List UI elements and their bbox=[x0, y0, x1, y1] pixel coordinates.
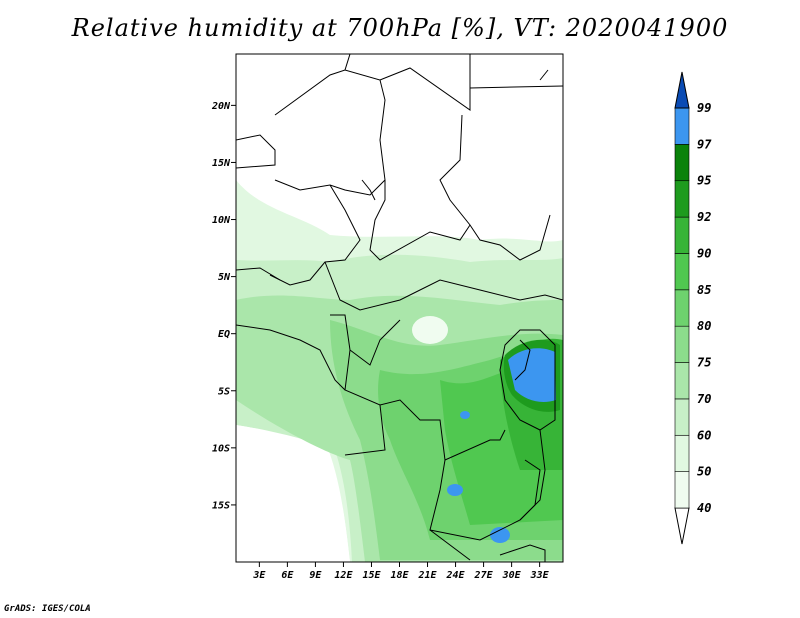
colorbar-label: 70 bbox=[697, 392, 711, 406]
colorbar-label: 95 bbox=[697, 174, 711, 188]
country-borders bbox=[236, 54, 563, 562]
lon-label: 27E bbox=[474, 570, 494, 581]
colorbar-label: 60 bbox=[697, 428, 711, 442]
lon-label: 21E bbox=[417, 570, 437, 581]
colorbar-segment bbox=[674, 144, 690, 182]
colorbar-label: 97 bbox=[697, 137, 712, 151]
colorbar-high-arrow bbox=[674, 71, 690, 109]
humidity-zone-97 bbox=[508, 348, 556, 402]
colorbar-low-arrow bbox=[674, 507, 690, 545]
colorbar-label: 75 bbox=[697, 356, 711, 370]
colorbar-label: 80 bbox=[697, 319, 711, 333]
lat-label: 10S bbox=[212, 443, 230, 454]
colorbar-label: 99 bbox=[697, 101, 711, 115]
colorbar-segment bbox=[674, 107, 690, 145]
colorbar-segment bbox=[674, 325, 690, 363]
colorbar-label: 50 bbox=[697, 465, 711, 479]
humid-patch-b bbox=[460, 411, 470, 419]
lat-label: 10N bbox=[212, 215, 231, 226]
grads-credit: GrADS: IGES/COLA bbox=[4, 604, 91, 614]
humidity-field bbox=[236, 54, 563, 562]
lon-label: 30E bbox=[502, 570, 522, 581]
lat-label: 20N bbox=[211, 101, 231, 112]
lat-label: 5S bbox=[218, 386, 230, 397]
lon-label: 24E bbox=[446, 570, 466, 581]
colorbar-label: 40 bbox=[697, 501, 711, 515]
colorbar-label: 85 bbox=[697, 283, 711, 297]
colorbar-segment bbox=[674, 398, 690, 436]
map-title: Relative humidity at 700hPa [%], VT: 202… bbox=[71, 14, 729, 42]
lon-label: 33E bbox=[530, 570, 550, 581]
dry-spot-congo bbox=[412, 316, 448, 344]
lat-label: 15N bbox=[212, 158, 231, 169]
lat-label: 5N bbox=[218, 272, 231, 283]
colorbar-label: 90 bbox=[697, 246, 711, 260]
colorbar-segment bbox=[674, 216, 690, 254]
colorbar-label: 92 bbox=[697, 210, 711, 224]
lat-label: EQ bbox=[218, 329, 230, 340]
colorbar-segment bbox=[674, 289, 690, 327]
latitude-axis: 20N 15N 10N 5N EQ 5S 10S 15S bbox=[211, 101, 236, 511]
lon-label: 3E bbox=[252, 570, 266, 581]
humid-patch-south bbox=[490, 527, 510, 543]
lat-label: 15S bbox=[212, 500, 230, 511]
lon-label: 18E bbox=[390, 570, 409, 581]
humid-patch-a bbox=[447, 484, 463, 496]
colorbar-segment bbox=[674, 362, 690, 400]
lon-label: 9E bbox=[309, 570, 322, 581]
lon-label: 12E bbox=[334, 570, 353, 581]
colorbar-segment bbox=[674, 434, 690, 472]
lon-label: 6E bbox=[281, 570, 294, 581]
colorbar-segment bbox=[674, 471, 690, 509]
lon-label: 15E bbox=[362, 570, 381, 581]
colorbar-segment bbox=[674, 180, 690, 218]
longitude-axis: 3E 6E 9E 12E 15E 18E 21E 24E 27E 30E 33E bbox=[252, 562, 550, 581]
colorbar-segment bbox=[674, 253, 690, 291]
dry-area-atlantic bbox=[236, 425, 350, 562]
colorbar-legend: 40 50 60 70 75 80 85 90 92 95 97 99 bbox=[674, 71, 712, 545]
